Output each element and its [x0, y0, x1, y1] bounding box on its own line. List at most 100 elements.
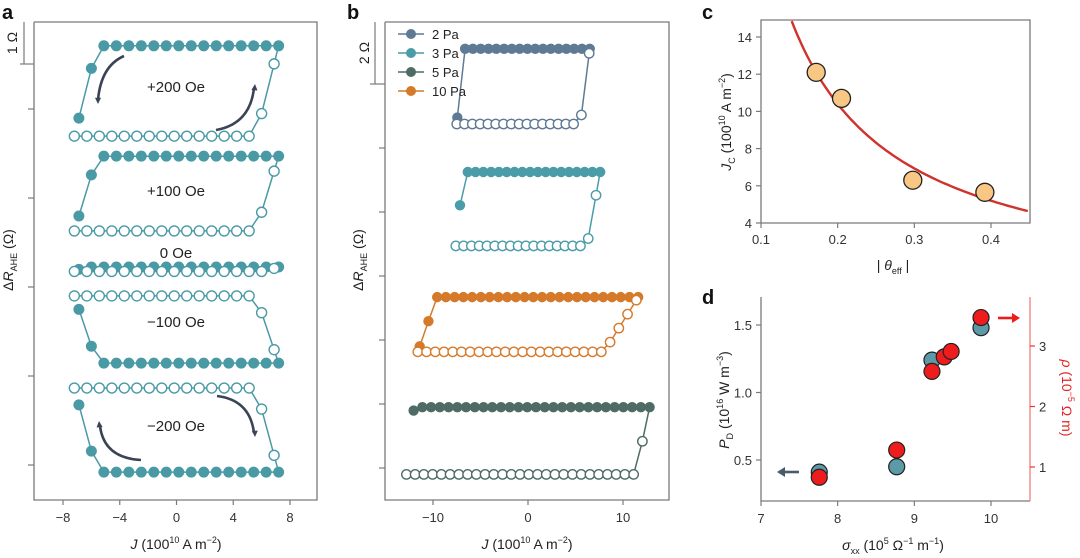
panel-b-xtick-label: 10	[616, 510, 630, 525]
panel-b-loop-filled-point	[580, 291, 591, 303]
panel-d-ylabel-right: ρ (10−5 Ω m)	[1059, 359, 1076, 437]
panel-b-loop-open-point	[473, 346, 485, 358]
panel-d-ytick-left-label: 1.0	[734, 386, 752, 401]
panel-b-loop-filled-point	[600, 402, 612, 413]
panel-b-loop-open-point	[604, 336, 616, 348]
panel-b-loop-filled-point	[539, 402, 550, 413]
panel-d-xtick-label: 9	[911, 511, 918, 526]
panel-a-loop-open-point	[143, 265, 155, 278]
panel-a-loop-filled-point	[135, 357, 147, 369]
panel-b-loop-filled-point	[504, 402, 515, 413]
panel-a-loop-open-point	[118, 130, 130, 142]
panel-b-loop-filled-point	[449, 291, 460, 303]
xlabel-exponent: −1	[903, 536, 913, 546]
xlabel-symbol: θ	[884, 257, 892, 273]
panel-b-loop-filled-point	[493, 291, 504, 303]
xlabel-unit: Ω	[889, 537, 903, 553]
xlabel-unit: m	[913, 537, 929, 553]
panel-a-loop-open-point	[131, 130, 143, 142]
panel-b-loop-filled-point	[571, 291, 583, 303]
legend-label: 2 Pa	[432, 27, 460, 42]
xlabel-unit: (10	[137, 536, 161, 552]
panel-b-loop-filled-point	[589, 291, 600, 303]
panel-a-loop-filled-point	[198, 150, 210, 162]
xlabel-unit: A m	[530, 536, 557, 552]
panel-a-loop-filled-point	[235, 466, 247, 478]
panel-a-loop-open-point	[81, 382, 93, 394]
panel-b-loop-open-point	[558, 468, 570, 480]
panel-a-loop-open-point	[205, 130, 218, 142]
panel-a-loop-filled-point	[98, 357, 110, 369]
panel-a-xtick-label: 4	[230, 510, 237, 525]
panel-a-loop-open-point	[93, 382, 106, 394]
panel-a-loop-open-point	[243, 382, 255, 394]
panel-a-loop-open-point	[218, 265, 230, 278]
panel-b-loop-open-point	[534, 346, 546, 358]
panel-b-loop-line	[406, 406, 651, 476]
panel-b-loop-filled-point	[458, 291, 469, 303]
panel-a-arrow	[216, 394, 256, 434]
panel-b-loop-open-point	[584, 468, 596, 480]
panel-b-loop-filled-point	[554, 291, 565, 303]
panel-b-loop-open-point	[421, 346, 432, 358]
panel-d-rho-point	[810, 468, 828, 486]
panel-a-loop-filled-point	[185, 357, 197, 369]
panel-a-loop-filled-point	[73, 399, 85, 411]
panel-a-loop-open-point	[255, 403, 268, 415]
panel-b-loop-filled-point	[557, 402, 568, 413]
panel-b-loop-filled-point	[598, 291, 609, 303]
panel-a-loop-filled-point	[148, 150, 160, 162]
panel-b-loop-open-point	[552, 346, 564, 358]
panel-a-loop-open-point	[131, 382, 143, 394]
panel-b-loop-open-point	[628, 468, 640, 480]
panel-a-loop-open-point	[156, 130, 168, 142]
panel-c-ylabel: JC (10010 A m−2)	[717, 73, 737, 172]
panel-a-loop-filled-point	[110, 150, 122, 162]
panel-a-loop-open-point	[181, 265, 193, 278]
panel-d-ylabel-left: PD (1016 W m−3)	[715, 351, 735, 449]
panel-b-loop-open-point	[593, 468, 605, 480]
panel-b-loop-open-point	[517, 346, 529, 358]
panel-b-loop-filled-point	[452, 402, 463, 413]
panel-a-xtick-label: −4	[112, 510, 127, 525]
panel-c-ytick-label: 12	[738, 67, 752, 82]
panel-a-loop-open-point	[255, 306, 268, 319]
panel-b-loop-filled-point	[495, 402, 507, 413]
panel-a-xtick-label: 0	[173, 510, 180, 525]
panel-b-loop-line	[455, 171, 602, 247]
panel-b-loop-open-point	[482, 346, 494, 358]
panel-a-loop-open-point	[81, 290, 93, 302]
panel-b-loop-open-point	[613, 322, 625, 334]
ylabel-unit: 0	[718, 125, 734, 133]
xlabel-unit: 0	[162, 536, 170, 552]
legend-marker	[406, 86, 416, 96]
xlabel-exponent: −2	[207, 535, 217, 545]
panel-a-frame	[33, 21, 318, 501]
panel-a-loop-line	[74, 387, 280, 473]
panel-b-loop-filled-point	[478, 402, 489, 413]
xlabel-symbol: J	[480, 536, 489, 552]
ylabel-exponent: 16	[715, 399, 725, 409]
panel-a-loop-open-point	[268, 343, 280, 356]
panel-a-loop-open-point	[205, 290, 218, 302]
panel-d-xtick-label: 7	[757, 511, 764, 526]
panel-a-loop-open-point	[131, 225, 143, 237]
panel-b-loop-filled-point	[440, 291, 452, 303]
panel-label-b: b	[347, 2, 359, 24]
legend-label: 10 Pa	[432, 84, 467, 99]
panel-b-loop-open-point	[479, 468, 491, 480]
panel-d-xlabel: σxx (105 Ω−1 m−1)	[842, 536, 944, 556]
ylabel-unit: Ω m)	[1059, 402, 1075, 437]
panel-a-loop-filled-point	[73, 303, 85, 315]
panel-b-loop-filled-point	[462, 166, 473, 178]
panel-a-loop-filled-point	[160, 357, 172, 369]
panel-b-loop-filled-point	[583, 402, 594, 413]
xlabel-bar: |	[902, 257, 910, 273]
legend-label: 3 Pa	[432, 46, 460, 61]
panel-b-loop-filled-point	[522, 402, 533, 413]
panel-b-xlabel: J (10010 A m−2)	[480, 535, 572, 552]
panel-label-c: c	[702, 2, 713, 24]
panel-a-curve-label: −100 Oe	[147, 314, 205, 331]
panel-a-loop-open-point	[168, 382, 180, 394]
panel-a-arrow	[215, 87, 256, 132]
